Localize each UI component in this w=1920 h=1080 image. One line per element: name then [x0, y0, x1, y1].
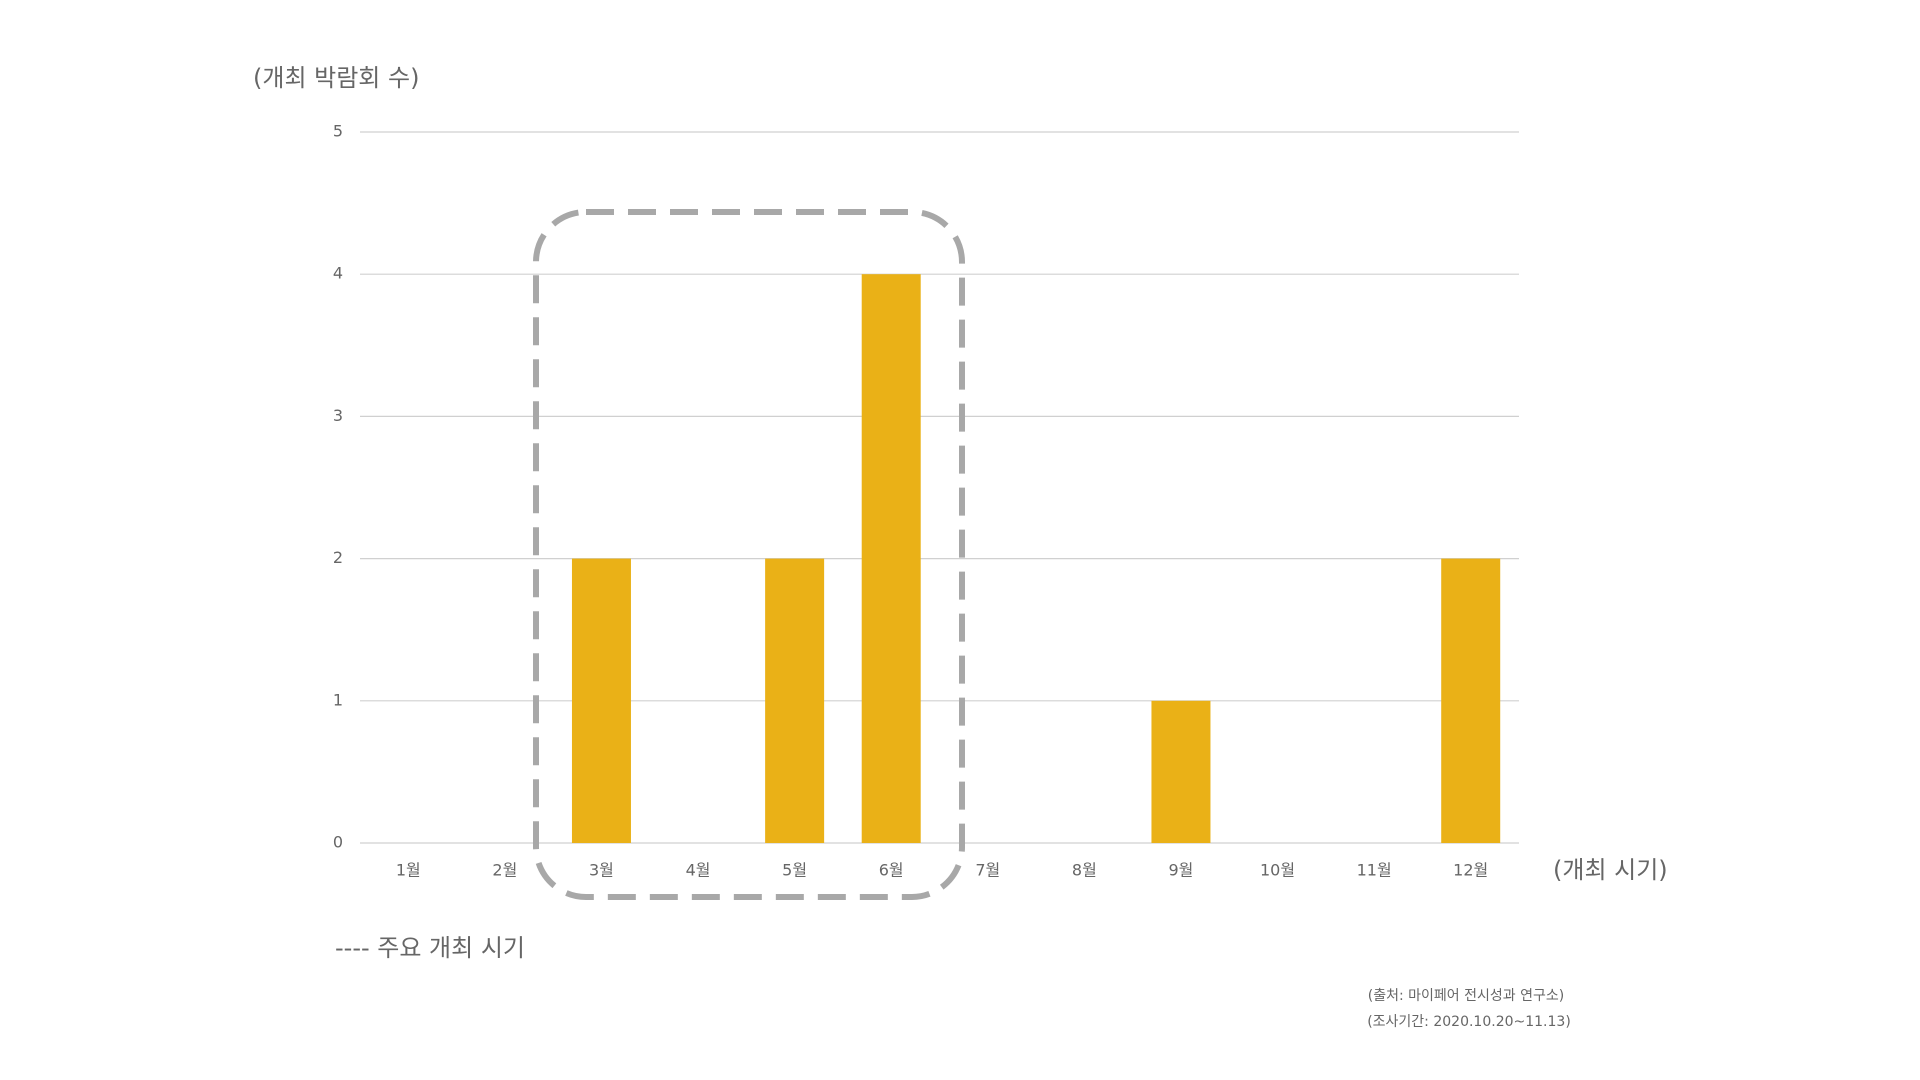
x-tick-label: 8월	[1072, 861, 1097, 880]
legend-note: ---- 주요 개최 시기	[335, 934, 525, 962]
x-axis-label: (개최 시기)	[1553, 856, 1668, 884]
x-tick-label: 12월	[1453, 861, 1488, 880]
x-tick-label: 9월	[1169, 861, 1194, 880]
bar	[765, 558, 825, 843]
y-tick-label: 1	[333, 690, 343, 709]
bar	[861, 274, 921, 843]
source-note: (출처: 마이페어 전시성과 연구소)	[1368, 988, 1564, 1004]
bar	[571, 558, 631, 843]
y-axis-label: (개최 박람회 수)	[253, 64, 419, 92]
x-tick-label: 11월	[1357, 861, 1392, 880]
y-tick-label: 0	[333, 833, 343, 852]
x-tick-label: 4월	[686, 861, 711, 880]
x-tick-label: 3월	[589, 861, 614, 880]
y-tick-label: 3	[333, 406, 343, 425]
x-tick-label: 6월	[879, 861, 904, 880]
x-tick-label: 2월	[492, 861, 517, 880]
period-note: (조사기간: 2020.10.20~11.13)	[1367, 1014, 1571, 1030]
bar	[1151, 700, 1211, 843]
x-tick-label: 5월	[782, 861, 807, 880]
y-tick-label: 4	[333, 264, 343, 283]
x-tick-label: 1월	[396, 861, 421, 880]
bar	[1441, 558, 1501, 843]
y-tick-label: 2	[333, 548, 343, 567]
y-tick-label: 5	[333, 122, 343, 141]
highlight-box	[533, 209, 965, 900]
x-tick-label: 7월	[975, 861, 1000, 880]
x-tick-label: 10월	[1260, 861, 1295, 880]
